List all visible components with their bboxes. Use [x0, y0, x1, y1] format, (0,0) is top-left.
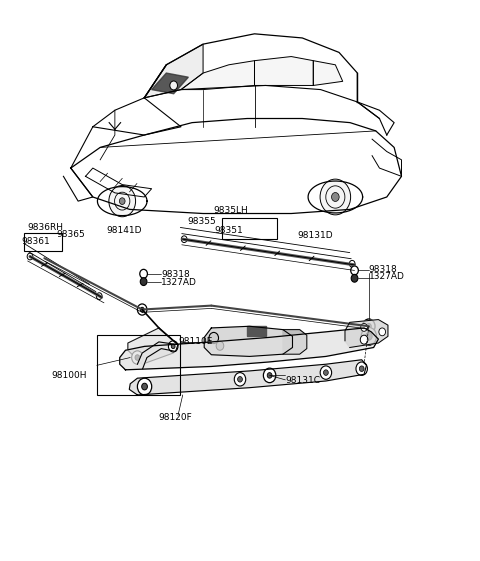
Text: 9836RH: 9836RH	[28, 223, 64, 232]
Polygon shape	[120, 328, 378, 370]
Text: 98120F: 98120F	[159, 413, 192, 422]
Circle shape	[360, 335, 368, 344]
Circle shape	[135, 355, 140, 360]
Polygon shape	[181, 61, 254, 90]
Bar	[24, 233, 62, 251]
Text: 98318: 98318	[369, 265, 397, 274]
Circle shape	[27, 253, 33, 260]
Circle shape	[120, 198, 125, 204]
Bar	[97, 335, 180, 395]
Circle shape	[351, 274, 358, 282]
Circle shape	[264, 368, 276, 383]
Circle shape	[356, 362, 367, 375]
Circle shape	[361, 328, 376, 345]
Text: 98100H: 98100H	[51, 371, 87, 380]
Circle shape	[132, 351, 143, 364]
Polygon shape	[129, 360, 366, 395]
Circle shape	[209, 333, 218, 343]
Circle shape	[324, 370, 328, 375]
Circle shape	[238, 376, 242, 382]
Polygon shape	[137, 342, 178, 369]
Circle shape	[181, 236, 187, 242]
Text: 1327AD: 1327AD	[369, 272, 405, 281]
Polygon shape	[254, 57, 313, 85]
Circle shape	[320, 179, 350, 215]
Text: 1327AD: 1327AD	[161, 278, 197, 287]
Circle shape	[140, 269, 147, 278]
Circle shape	[216, 341, 224, 350]
Polygon shape	[204, 327, 292, 356]
Text: 98318: 98318	[161, 270, 190, 279]
Circle shape	[171, 344, 175, 348]
Polygon shape	[345, 320, 388, 347]
Polygon shape	[144, 44, 203, 98]
Polygon shape	[283, 330, 307, 354]
Circle shape	[140, 307, 144, 312]
Text: 98131C: 98131C	[285, 376, 320, 385]
Text: 9835LH: 9835LH	[214, 206, 249, 215]
Circle shape	[361, 324, 367, 332]
Circle shape	[332, 192, 339, 201]
Polygon shape	[247, 327, 266, 337]
Circle shape	[96, 293, 102, 300]
Circle shape	[363, 319, 375, 334]
Circle shape	[137, 378, 152, 395]
Circle shape	[142, 384, 147, 389]
Circle shape	[365, 333, 372, 340]
Circle shape	[349, 260, 355, 267]
Circle shape	[142, 383, 147, 390]
Circle shape	[170, 81, 178, 90]
Circle shape	[234, 373, 246, 386]
Text: 98131D: 98131D	[297, 231, 333, 240]
Circle shape	[379, 328, 385, 336]
Polygon shape	[313, 61, 343, 85]
Circle shape	[351, 266, 359, 275]
Text: 98361: 98361	[22, 237, 50, 246]
Text: 98355: 98355	[188, 217, 216, 227]
Circle shape	[168, 341, 178, 352]
Circle shape	[320, 366, 332, 379]
Polygon shape	[152, 73, 188, 94]
Circle shape	[366, 324, 371, 329]
Polygon shape	[128, 328, 178, 364]
Circle shape	[140, 278, 147, 286]
Circle shape	[109, 186, 135, 217]
Text: 98365: 98365	[56, 229, 85, 238]
Text: 98110E: 98110E	[178, 337, 212, 346]
Text: 98141D: 98141D	[107, 226, 142, 234]
Circle shape	[139, 380, 150, 393]
Bar	[222, 218, 277, 239]
Text: 98351: 98351	[215, 226, 243, 234]
Circle shape	[360, 366, 364, 371]
Circle shape	[137, 304, 147, 315]
Circle shape	[267, 373, 272, 378]
